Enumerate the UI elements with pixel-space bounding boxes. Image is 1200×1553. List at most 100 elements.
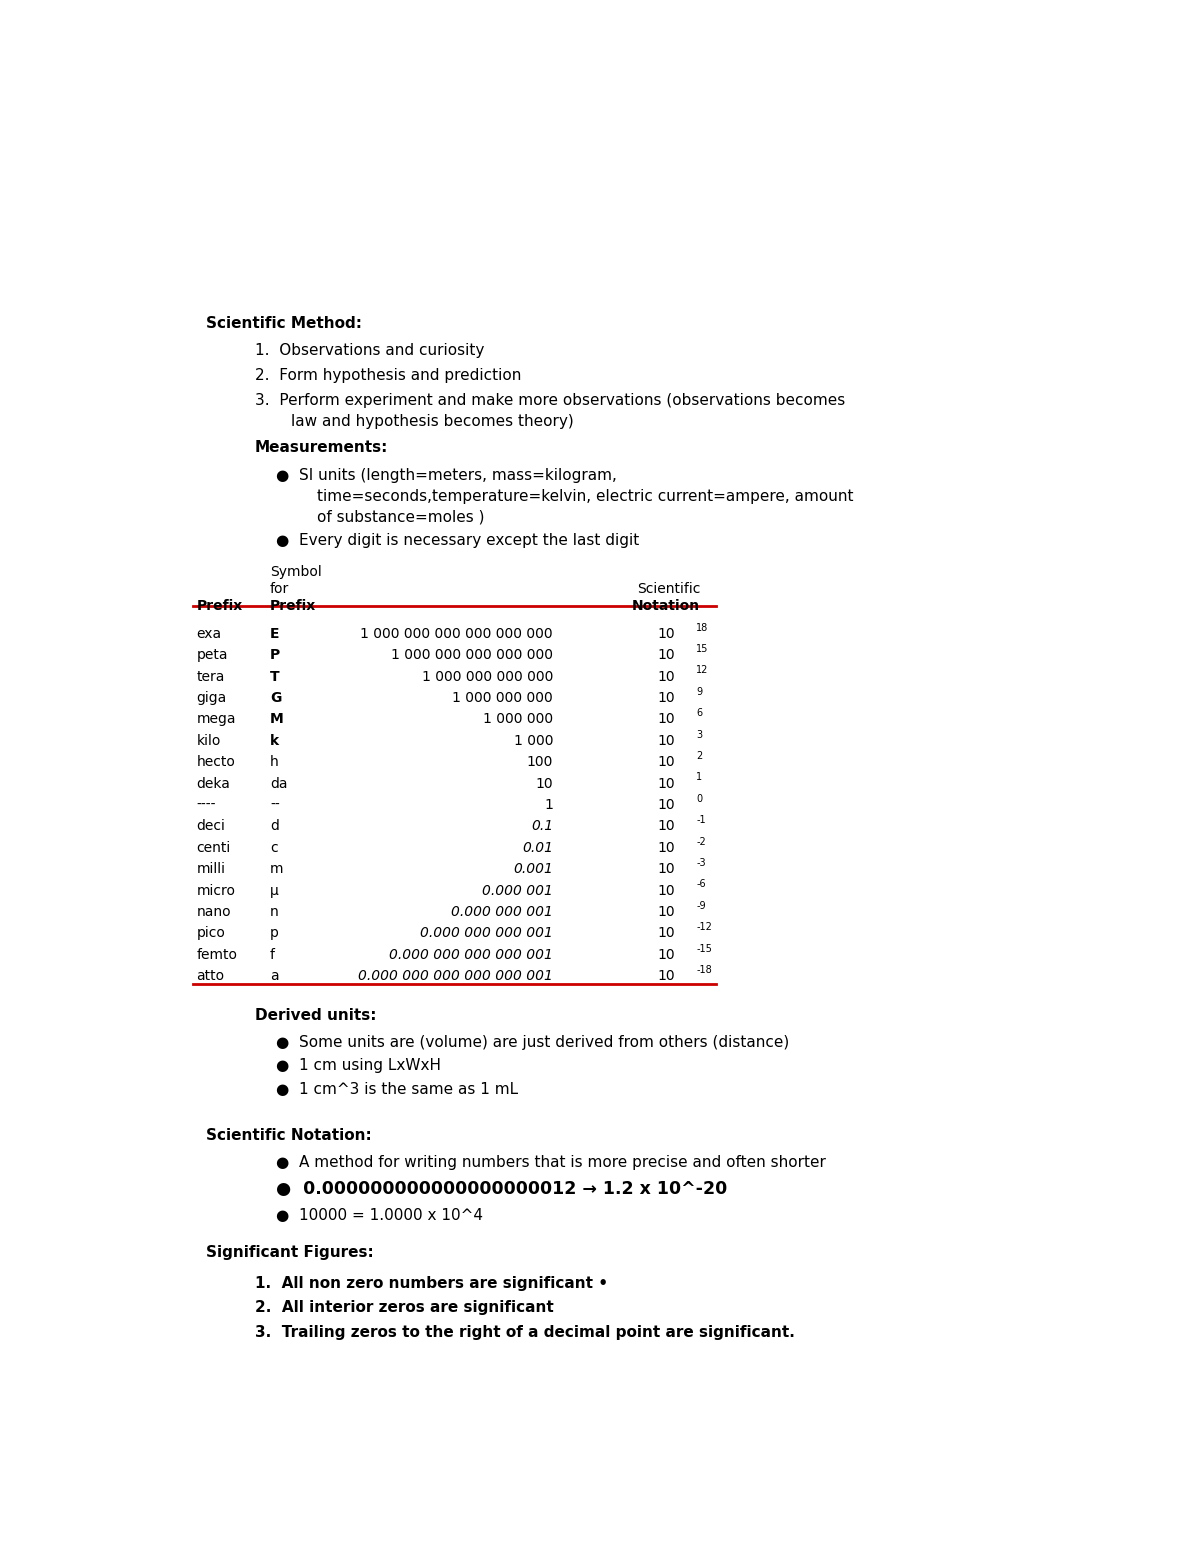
Text: 10: 10 [658,713,676,727]
Text: time=seconds,temperature=kelvin, electric current=ampere, amount: time=seconds,temperature=kelvin, electri… [317,489,853,505]
Text: 10: 10 [658,862,676,876]
Text: 18: 18 [696,623,709,632]
Text: n: n [270,905,278,919]
Text: Prefix: Prefix [270,599,317,613]
Text: 15: 15 [696,644,709,654]
Text: c: c [270,840,277,854]
Text: Scientific Method:: Scientific Method: [206,315,362,331]
Text: ●  A method for writing numbers that is more precise and often shorter: ● A method for writing numbers that is m… [276,1155,826,1171]
Text: atto: atto [197,969,224,983]
Text: M: M [270,713,284,727]
Text: 0.000 001: 0.000 001 [482,884,553,898]
Text: ●  SI units (length=meters, mass=kilogram,: ● SI units (length=meters, mass=kilogram… [276,467,617,483]
Text: 10: 10 [658,776,676,790]
Text: 0.1: 0.1 [530,820,553,834]
Text: 0: 0 [696,794,702,804]
Text: 3.  Perform experiment and make more observations (observations becomes: 3. Perform experiment and make more obse… [254,393,845,408]
Text: 10: 10 [658,755,676,769]
Text: kilo: kilo [197,735,221,749]
Text: femto: femto [197,947,238,961]
Text: 10: 10 [658,648,676,662]
Text: a: a [270,969,278,983]
Text: nano: nano [197,905,232,919]
Text: G: G [270,691,282,705]
Text: -6: -6 [696,879,706,890]
Text: P: P [270,648,281,662]
Text: 1.  All non zero numbers are significant •: 1. All non zero numbers are significant … [254,1275,607,1291]
Text: μ: μ [270,884,278,898]
Text: Prefix: Prefix [197,599,242,613]
Text: 1 000 000: 1 000 000 [482,713,553,727]
Text: ●  0.000000000000000000012 → 1.2 x 10^-20: ● 0.000000000000000000012 → 1.2 x 10^-20 [276,1180,727,1197]
Text: h: h [270,755,278,769]
Text: ●  1 cm using LxWxH: ● 1 cm using LxWxH [276,1059,440,1073]
Text: 1.  Observations and curiosity: 1. Observations and curiosity [254,343,484,359]
Text: law and hypothesis becomes theory): law and hypothesis becomes theory) [292,413,574,429]
Text: 1 000 000 000 000: 1 000 000 000 000 [421,669,553,683]
Text: m: m [270,862,283,876]
Text: 10: 10 [658,840,676,854]
Text: 2.  Form hypothesis and prediction: 2. Form hypothesis and prediction [254,368,521,384]
Text: 10: 10 [658,669,676,683]
Text: ●  10000 = 1.0000 x 10^4: ● 10000 = 1.0000 x 10^4 [276,1208,482,1222]
Text: -1: -1 [696,815,706,825]
Text: 0.000 000 001: 0.000 000 001 [451,905,553,919]
Text: 6: 6 [696,708,702,717]
Text: ●  Some units are (volume) are just derived from others (distance): ● Some units are (volume) are just deriv… [276,1036,788,1050]
Text: mega: mega [197,713,236,727]
Text: tera: tera [197,669,224,683]
Text: ----: ---- [197,798,216,812]
Text: 10: 10 [658,798,676,812]
Text: Scientific Notation:: Scientific Notation: [206,1127,372,1143]
Text: centi: centi [197,840,230,854]
Text: Scientific: Scientific [637,582,701,596]
Text: 0.000 000 000 000 000 001: 0.000 000 000 000 000 001 [358,969,553,983]
Text: 0.001: 0.001 [514,862,553,876]
Text: -15: -15 [696,944,713,954]
Text: 10: 10 [658,947,676,961]
Text: -12: -12 [696,922,713,932]
Text: -18: -18 [696,964,712,975]
Text: milli: milli [197,862,226,876]
Text: 10: 10 [658,905,676,919]
Text: Derived units:: Derived units: [254,1008,376,1022]
Text: micro: micro [197,884,235,898]
Text: da: da [270,776,288,790]
Text: 10: 10 [658,691,676,705]
Text: Measurements:: Measurements: [254,441,388,455]
Text: -2: -2 [696,837,706,846]
Text: 10: 10 [658,820,676,834]
Text: exa: exa [197,627,222,641]
Text: 2.  All interior zeros are significant: 2. All interior zeros are significant [254,1300,553,1315]
Text: -3: -3 [696,857,706,868]
Text: 1: 1 [696,772,702,783]
Text: 1 000: 1 000 [514,735,553,749]
Text: 1 000 000 000: 1 000 000 000 [452,691,553,705]
Text: 3: 3 [696,730,702,739]
Text: Notation: Notation [632,599,701,613]
Text: deka: deka [197,776,230,790]
Text: giga: giga [197,691,227,705]
Text: of substance=moles ): of substance=moles ) [317,509,484,525]
Text: 100: 100 [527,755,553,769]
Text: 9: 9 [696,686,702,697]
Text: 1 000 000 000 000 000: 1 000 000 000 000 000 [391,648,553,662]
Text: 1 000 000 000 000 000 000: 1 000 000 000 000 000 000 [360,627,553,641]
Text: --: -- [270,798,280,812]
Text: deci: deci [197,820,226,834]
Text: k: k [270,735,280,749]
Text: T: T [270,669,280,683]
Text: 10: 10 [658,927,676,941]
Text: 12: 12 [696,665,709,676]
Text: -9: -9 [696,901,706,912]
Text: 10: 10 [535,776,553,790]
Text: 0.000 000 000 001: 0.000 000 000 001 [420,927,553,941]
Text: Significant Figures:: Significant Figures: [206,1246,373,1259]
Text: E: E [270,627,280,641]
Text: 0.01: 0.01 [522,840,553,854]
Text: 3.  Trailing zeros to the right of a decimal point are significant.: 3. Trailing zeros to the right of a deci… [254,1325,794,1340]
Text: peta: peta [197,648,228,662]
Text: 0.000 000 000 000 001: 0.000 000 000 000 001 [389,947,553,961]
Text: 1: 1 [544,798,553,812]
Text: 10: 10 [658,627,676,641]
